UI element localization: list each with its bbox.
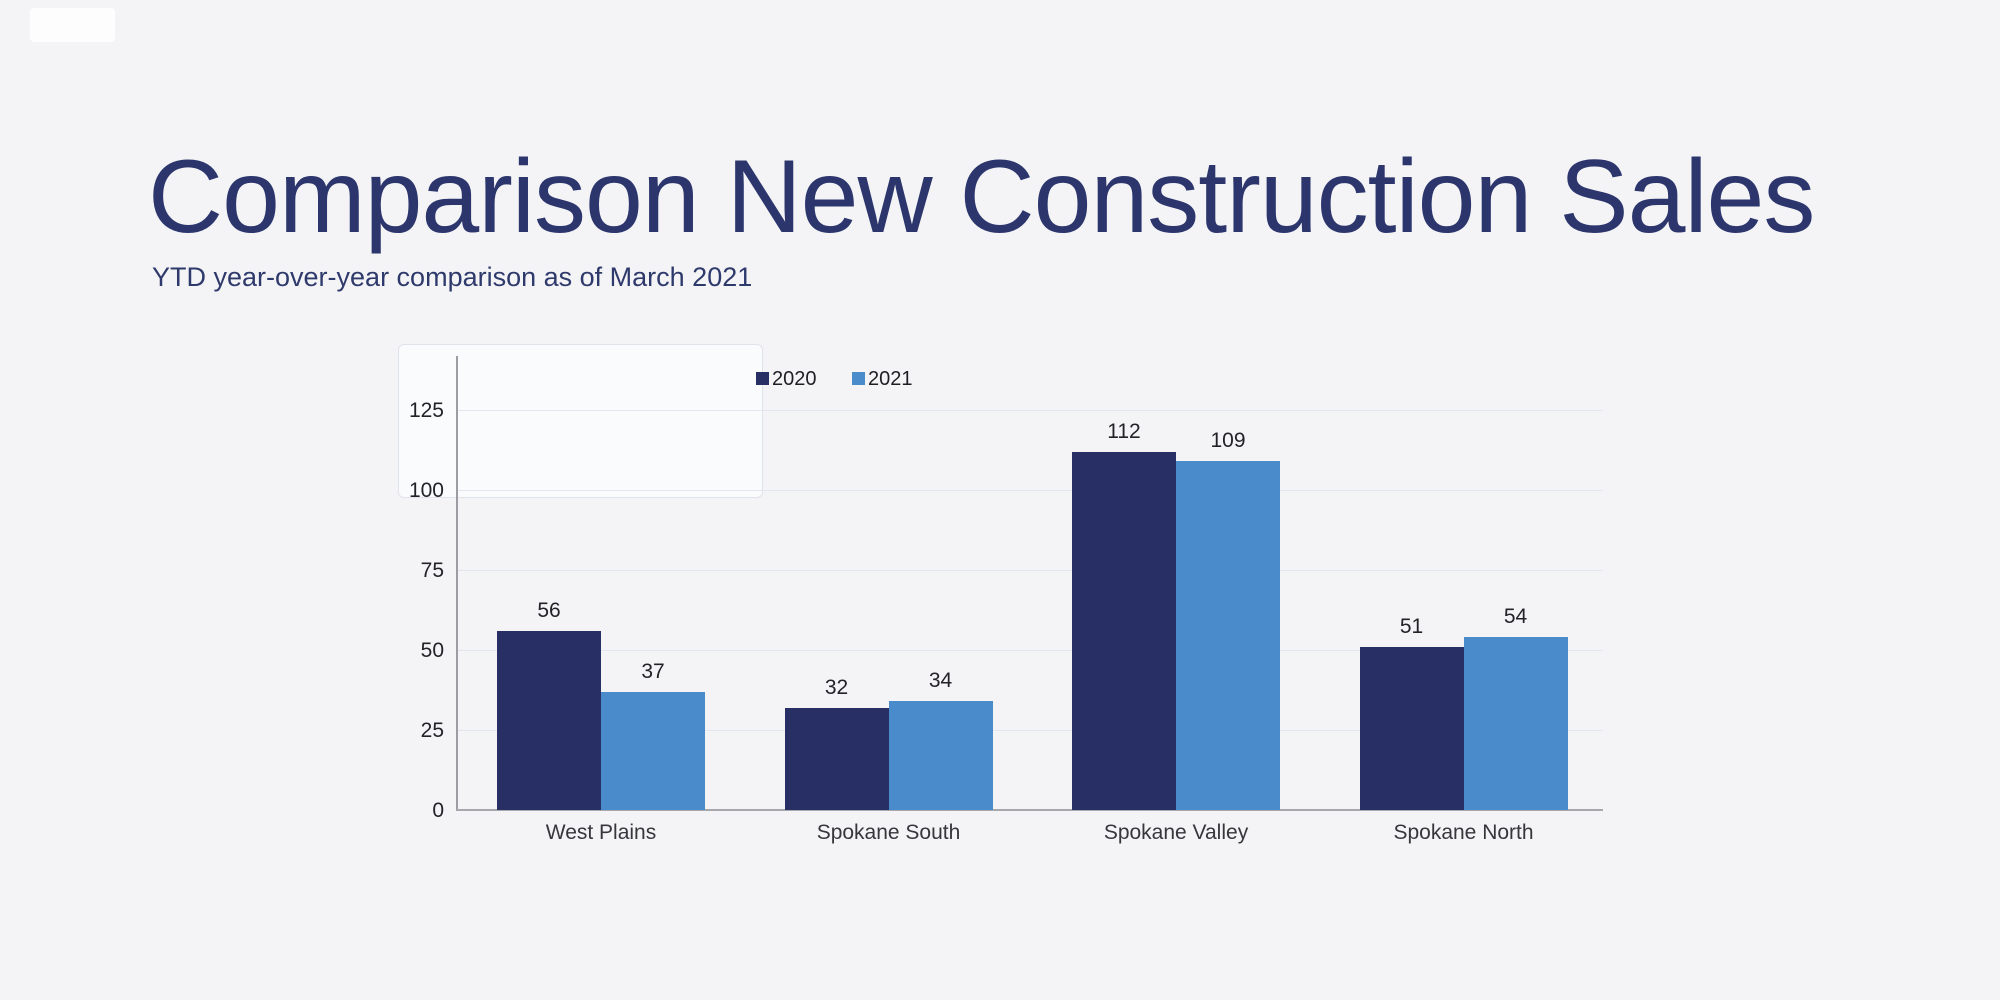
legend-label-2020: 2020 — [772, 367, 817, 390]
bar-2021-west-plains — [601, 691, 705, 810]
y-tick-125: 125 — [408, 399, 444, 422]
y-tick-0: 0 — [432, 799, 444, 822]
gridline-25 — [456, 730, 1603, 731]
page-subtitle: YTD year-over-year comparison as of Marc… — [152, 262, 753, 292]
value-label-2021-spokane-valley: 109 — [1210, 429, 1246, 453]
bar-2020-spokane-valley — [1072, 451, 1176, 810]
gridline-75 — [456, 570, 1603, 571]
gridline-50 — [456, 650, 1603, 651]
page-title: Comparison New Construction Sales — [148, 139, 1815, 255]
value-label-2020-spokane-south: 32 — [824, 675, 849, 699]
legend-label-2021: 2021 — [868, 367, 913, 390]
corner-decor-box — [30, 8, 115, 42]
value-label-2020-spokane-north: 51 — [1399, 614, 1424, 638]
y-tick-25: 25 — [420, 719, 444, 742]
gridline-100 — [456, 490, 1603, 491]
bar-2021-spokane-valley — [1176, 461, 1280, 810]
backdrop-panel — [398, 344, 763, 498]
value-label-2021-spokane-north: 54 — [1503, 605, 1528, 629]
bar-2020-west-plains — [497, 630, 601, 810]
category-label-spokane-south: Spokane South — [816, 821, 961, 844]
y-tick-75: 75 — [420, 559, 444, 582]
value-label-2020-spokane-valley: 112 — [1107, 419, 1141, 443]
value-label-2020-west-plains: 56 — [537, 598, 561, 622]
legend-item-2021: 2021 — [852, 367, 913, 390]
gridline-125 — [456, 410, 1603, 411]
category-label-west-plains: West Plains — [545, 821, 657, 844]
value-label-2021-west-plains: 37 — [641, 659, 665, 683]
bar-2021-spokane-north — [1463, 637, 1568, 810]
category-label-spokane-north: Spokane North — [1393, 821, 1534, 844]
category-label-spokane-valley: Spokane Valley — [1103, 821, 1249, 844]
legend-swatch-2021 — [852, 372, 865, 385]
y-tick-100: 100 — [408, 479, 444, 502]
y-axis-line — [456, 356, 458, 810]
y-tick-50: 50 — [420, 639, 444, 662]
legend-swatch-2020 — [756, 372, 769, 385]
bar-2020-spokane-north — [1359, 646, 1464, 810]
value-label-2021-spokane-south: 34 — [928, 669, 953, 693]
bar-2021-spokane-south — [888, 701, 993, 810]
x-axis-line — [456, 809, 1603, 811]
legend-item-2020: 2020 — [756, 367, 817, 390]
bar-2020-spokane-south — [784, 707, 889, 810]
